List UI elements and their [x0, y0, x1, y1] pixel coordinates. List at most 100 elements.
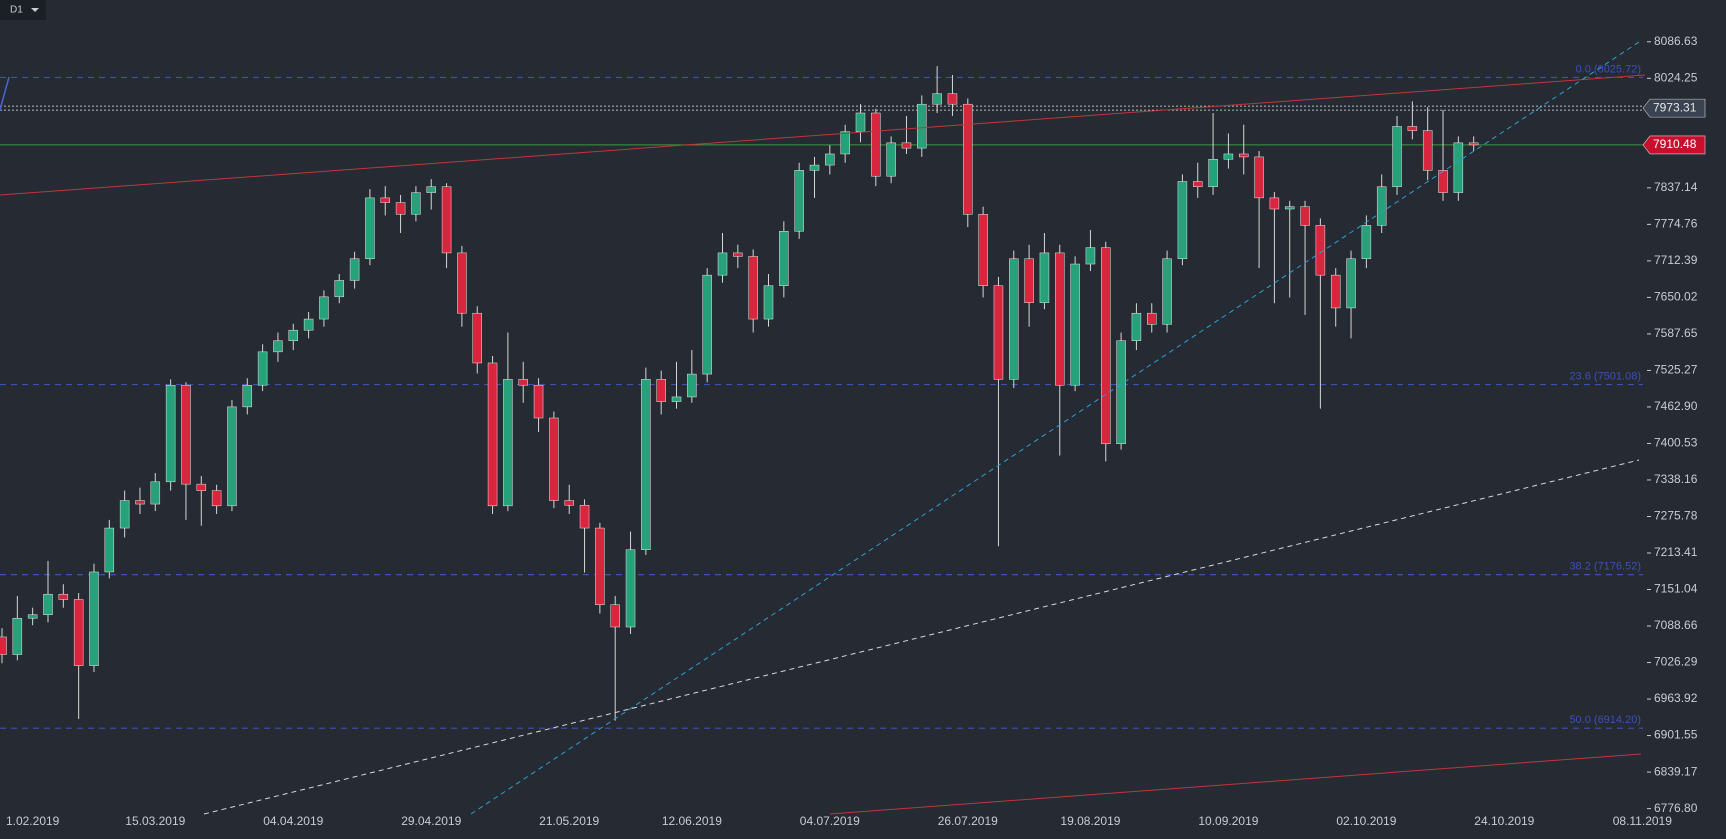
candle-body: [855, 112, 866, 132]
trend-line: [829, 753, 1642, 815]
candle-body: [932, 93, 942, 105]
y-tick-label: 7213.41: [1654, 545, 1698, 559]
candle-body: [0, 636, 7, 655]
candle-body: [319, 296, 329, 320]
candle-body: [303, 318, 314, 331]
candle-body: [901, 142, 912, 149]
x-tick-label: 19.08.2019: [1060, 814, 1120, 828]
marker-price-tag-label: 7973.31: [1653, 100, 1697, 114]
trend-line: [0, 76, 10, 111]
timeframe-label: D1: [10, 5, 23, 16]
candle-body: [135, 500, 145, 505]
fib-label: 50.0 (6914.20): [1569, 714, 1641, 726]
candle-body: [1116, 340, 1126, 445]
candle-body: [595, 527, 605, 606]
candle-body: [518, 379, 528, 386]
candle-body: [365, 197, 375, 260]
candle-body: [840, 131, 850, 155]
candle-body: [73, 599, 84, 666]
candle-body: [503, 379, 513, 507]
candle-body: [426, 186, 436, 193]
y-tick-label: 7275.78: [1654, 509, 1698, 523]
x-tick-label: 02.10.2019: [1336, 814, 1396, 828]
candle-body: [1177, 181, 1188, 260]
candle-body: [27, 614, 38, 619]
candle-body: [687, 373, 697, 398]
candle-body: [917, 103, 927, 149]
candle-body: [871, 112, 881, 177]
candle-body: [457, 252, 467, 314]
candle-body: [733, 252, 743, 257]
timeframe-button[interactable]: D1: [0, 0, 46, 20]
candle-body: [809, 164, 820, 171]
candle-body: [1407, 126, 1418, 131]
candle-body: [641, 379, 651, 550]
candle-body: [119, 500, 130, 529]
trend-line: [0, 74, 1646, 196]
candle-body: [1346, 258, 1356, 309]
candle-body: [947, 93, 958, 105]
y-tick-label: 7400.53: [1654, 436, 1698, 450]
last-price-tag-label: 7910.48: [1653, 137, 1697, 151]
candle-body: [579, 504, 590, 529]
x-tick-label: 10.09.2019: [1198, 814, 1258, 828]
candle-body: [58, 593, 69, 600]
y-tick-label: 7525.27: [1654, 363, 1698, 377]
candle-body: [1254, 156, 1264, 199]
candle-body: [1300, 206, 1310, 226]
candle-body: [1438, 170, 1448, 193]
x-tick-label: 29.04.2019: [401, 814, 461, 828]
candle-body: [1361, 225, 1372, 260]
candle-body: [794, 170, 804, 232]
candle-body: [181, 384, 191, 485]
y-tick-label: 7774.76: [1654, 217, 1698, 231]
y-tick-label: 7088.66: [1654, 618, 1698, 632]
candle-body: [196, 483, 207, 491]
candle-body: [411, 192, 421, 215]
candle-body: [1070, 263, 1080, 386]
x-tick-label: 1.02.2019: [6, 814, 60, 828]
y-tick-label: 7338.16: [1654, 472, 1698, 486]
candle-body: [564, 500, 574, 506]
trend-line: [203, 459, 1640, 815]
candle-body: [717, 252, 728, 276]
candle-body: [748, 256, 758, 320]
x-tick-label: 08.11.2019: [1613, 814, 1672, 828]
y-tick-label: 7462.90: [1654, 399, 1698, 413]
candle-body: [227, 406, 237, 507]
y-tick-label: 8024.25: [1654, 70, 1698, 84]
candle-body: [1009, 258, 1019, 380]
candle-body: [610, 604, 620, 628]
candle-body: [334, 280, 345, 298]
candle-body: [886, 142, 896, 177]
candle-body: [1147, 312, 1157, 325]
candle-body: [12, 617, 23, 655]
candle-body: [1101, 247, 1111, 445]
candle-body: [963, 103, 973, 215]
y-tick-label: 7587.65: [1654, 326, 1698, 340]
x-tick-label: 12.06.2019: [662, 814, 722, 828]
candle-body: [1376, 186, 1387, 226]
candle-body: [1162, 258, 1172, 325]
x-tick-label: 04.04.2019: [263, 814, 323, 828]
candle-body: [1315, 225, 1326, 276]
candle-body: [211, 490, 222, 507]
candle-body: [763, 285, 774, 320]
drawings: [0, 41, 1646, 815]
marker-price-tag-bg: [1642, 98, 1706, 118]
candle-body: [1330, 274, 1341, 309]
candle-body: [273, 340, 283, 353]
candle-body: [825, 153, 835, 166]
candle-body: [472, 312, 482, 364]
y-tick-label: 6963.92: [1654, 691, 1698, 705]
x-tick-label: 04.07.2019: [800, 814, 860, 828]
x-tick-label: 26.07.2019: [938, 814, 998, 828]
candle-body: [380, 197, 390, 203]
fib-label: 0.0 (8025.72): [1576, 63, 1641, 75]
candle-body: [1192, 181, 1203, 188]
candle-body: [1208, 158, 1218, 188]
candle-body: [165, 384, 176, 483]
x-tick-label: 21.05.2019: [539, 814, 599, 828]
